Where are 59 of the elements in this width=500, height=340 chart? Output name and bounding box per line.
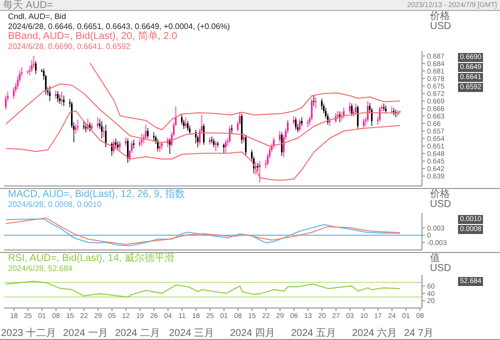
candlestick [147, 128, 149, 139]
text: 24 7月 [404, 328, 434, 339]
candlestick [145, 124, 147, 140]
candlestick [245, 134, 247, 156]
text: 2024 二月 [115, 328, 160, 339]
candlestick [97, 116, 99, 129]
chart-subtitle: 2024/6/28, 52.684 [8, 264, 74, 274]
text: 2024/6/28, 0.6690, 0.6641, 0.6592 [8, 42, 132, 52]
candlestick [279, 130, 281, 143]
candlestick [77, 119, 79, 131]
chart-title: RSI, AUD=, Bid(Last), 14, 威尔德平滑 [8, 253, 174, 264]
chart-title: MACD, AUD=, Bid(Last), 12, 26, 9, 指数 [8, 189, 186, 200]
chart-subtitle: 2024/6/28, 0.6646, 0.6651, 0.6643, 0.6649, +0.0004, (+0.06%) [8, 22, 230, 31]
candlestick [203, 124, 205, 146]
line-series [90, 62, 400, 130]
text: 2024 三月 [169, 328, 214, 339]
candlestick [295, 116, 297, 130]
text: BBand, AUD=, Bid(Last), 20, 简单, 2.0 [8, 31, 178, 42]
text: 每天 AUD= [3, 0, 53, 11]
candlestick [103, 126, 105, 138]
candlestick [119, 140, 121, 151]
candlestick [355, 103, 357, 114]
chart-subtitle: 2024/6/28, 0.0008, 0.0010 [8, 200, 102, 210]
candlestick [223, 143, 225, 154]
candlestick [75, 124, 77, 134]
candlestick [189, 125, 191, 136]
candlestick [225, 139, 227, 154]
text: 2024 六月 [352, 328, 398, 339]
candlestick [141, 133, 143, 146]
candlestick [215, 140, 217, 152]
text: 2023 十二月 [1, 328, 56, 339]
candlestick [349, 102, 351, 114]
text: 2024 四月 [230, 328, 276, 339]
candlestick [33, 55, 35, 68]
candlestick [185, 116, 187, 128]
candlestick [63, 95, 65, 106]
candlestick [241, 113, 243, 144]
candlestick [57, 90, 59, 103]
candlestick [31, 59, 33, 73]
line-series [6, 280, 400, 298]
candlestick [299, 118, 301, 132]
candlestick [13, 86, 15, 100]
candlestick [187, 120, 189, 132]
candlestick [5, 95, 7, 110]
candlestick [259, 160, 261, 183]
candlestick [35, 60, 37, 74]
candlestick [315, 96, 317, 109]
candlestick [351, 103, 353, 116]
y-axis-title: 价格 USD [430, 189, 452, 210]
candlestick [321, 98, 323, 110]
candlestick [101, 120, 103, 139]
chart-title: Cndl, AUD=, Bid [8, 12, 68, 22]
candlestick [115, 138, 117, 148]
text: 2024 五月 [291, 328, 336, 339]
y-axis-title: 值 USD [430, 253, 452, 274]
y-axis-title: 价格 USD [430, 11, 452, 32]
candlestick [59, 94, 61, 104]
text: 2024 一月 [63, 328, 108, 339]
candlestick [181, 114, 183, 126]
